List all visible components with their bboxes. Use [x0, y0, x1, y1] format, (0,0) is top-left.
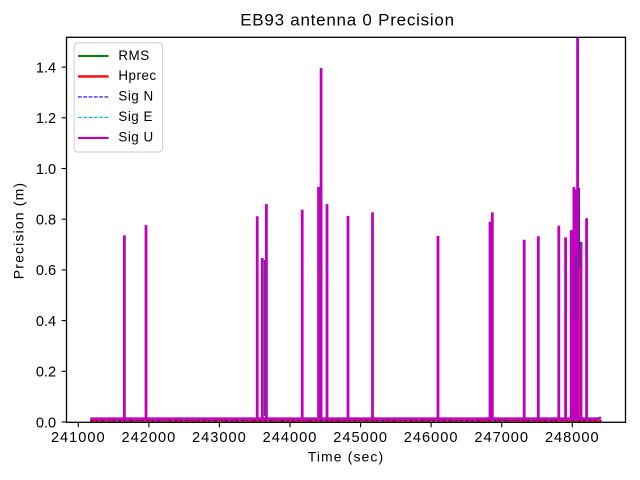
- svg-text:Time (sec): Time (sec): [308, 449, 385, 465]
- svg-text:0.6: 0.6: [36, 263, 56, 279]
- svg-text:241000: 241000: [51, 430, 106, 446]
- svg-text:Sig N: Sig N: [118, 89, 153, 104]
- svg-text:Sig E: Sig E: [118, 109, 153, 124]
- svg-text:242000: 242000: [122, 430, 177, 446]
- svg-text:246000: 246000: [404, 430, 459, 446]
- svg-text:Hprec: Hprec: [118, 68, 156, 83]
- svg-text:1.0: 1.0: [36, 162, 56, 178]
- svg-text:0.4: 0.4: [36, 314, 56, 330]
- svg-text:0.2: 0.2: [36, 365, 56, 381]
- svg-text:0.8: 0.8: [36, 213, 56, 229]
- svg-text:247000: 247000: [474, 430, 529, 446]
- svg-text:243000: 243000: [192, 430, 247, 446]
- svg-text:EB93 antenna 0 Precision: EB93 antenna 0 Precision: [240, 11, 455, 30]
- svg-text:244000: 244000: [263, 430, 318, 446]
- svg-text:0.0: 0.0: [36, 415, 56, 431]
- svg-text:Sig U: Sig U: [118, 130, 153, 145]
- svg-text:RMS: RMS: [118, 48, 149, 63]
- svg-text:245000: 245000: [333, 430, 388, 446]
- svg-text:248000: 248000: [545, 430, 600, 446]
- svg-text:1.4: 1.4: [36, 60, 56, 76]
- svg-text:Precision (m): Precision (m): [11, 182, 27, 279]
- svg-text:1.2: 1.2: [36, 111, 56, 127]
